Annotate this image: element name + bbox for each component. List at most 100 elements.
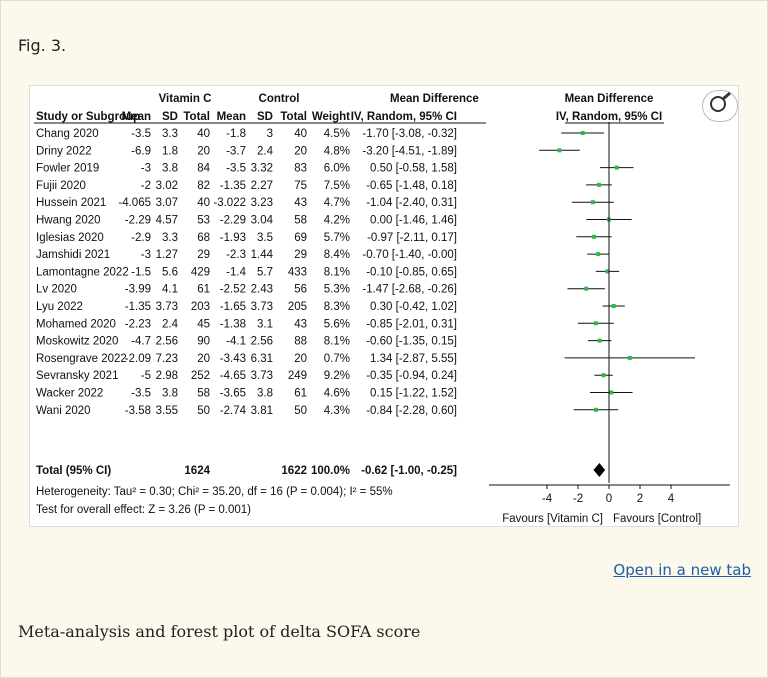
vitc-mean-cell: -4.065: [118, 197, 151, 209]
ci-text-cell: -0.35 [-0.94, 0.24]: [366, 370, 457, 382]
vitc-sd-cell: 4.1: [162, 284, 178, 296]
ci-text-cell: 1.34 [-2.87, 5.55]: [370, 353, 457, 365]
ci-text-cell: -1.47 [-2.68, -0.26]: [362, 284, 457, 296]
effect-point: [605, 269, 610, 274]
ci-text-cell: -0.10 [-0.85, 0.65]: [366, 266, 457, 278]
ci-text-cell: 0.15 [-1.22, 1.52]: [370, 388, 457, 400]
ci-text-cell: -1.04 [-2.40, 0.31]: [366, 197, 457, 209]
figure-label: Fig. 3.: [18, 36, 67, 55]
effect-point: [596, 252, 601, 257]
control-total-cell: 83: [294, 163, 307, 175]
x-tick-label: 4: [668, 493, 675, 505]
ci-text-cell: -0.85 [-2.01, 0.31]: [366, 318, 457, 330]
control-total-cell: 61: [294, 388, 307, 400]
study-name: Rosengrave 2022: [36, 353, 127, 365]
weight-cell: 4.5%: [324, 128, 350, 140]
mean-difference-plot-header: Mean Difference: [565, 93, 654, 105]
forest-plot-svg: Vitamin C Control Mean Difference Mean Diff…: [34, 93, 730, 525]
magnifier-icon: [710, 91, 731, 112]
vitc-mean-cell: -2.9: [131, 232, 151, 244]
weight-cell: 4.2%: [324, 215, 350, 227]
vitc-total-cell: 58: [197, 388, 210, 400]
heterogeneity-text: Heterogeneity: Tau² = 0.30; Chi² = 35.20…: [36, 486, 393, 498]
control-mean-cell: -1.38: [220, 318, 246, 330]
vitc-mean-cell: -3.58: [125, 405, 151, 417]
control-sd-cell: 3: [267, 128, 273, 140]
effect-point: [609, 390, 614, 395]
effect-point: [584, 286, 589, 291]
effect-point: [611, 304, 616, 308]
vitc-grand-total: 1624: [184, 465, 210, 477]
weight-cell: 5.7%: [324, 232, 350, 244]
ci-text-cell: -0.70 [-1.40, -0.00]: [362, 249, 457, 261]
zoom-button[interactable]: [702, 90, 738, 122]
ci-text-header: IV, Random, 95% CI: [351, 111, 457, 123]
control-grand-total: 1622: [281, 465, 307, 477]
vitc-sd-cell: 1.27: [156, 249, 178, 261]
weight-cell: 5.6%: [324, 318, 350, 330]
vitc-mean-cell: -3: [141, 249, 151, 261]
ci-text-cell: -0.60 [-1.35, 0.15]: [366, 336, 457, 348]
weight-cell: 8.3%: [324, 301, 350, 313]
weight-cell: 4.8%: [324, 145, 350, 157]
vitc-mean-cell: -2.09: [125, 353, 151, 365]
vitc-mean-cell: -3.5: [131, 388, 151, 400]
vitc-total-cell: 40: [197, 128, 210, 140]
weight-cell: 6.0%: [324, 163, 350, 175]
control-sd-cell: 3.73: [251, 301, 273, 313]
vitc-sd-cell: 1.8: [162, 145, 178, 157]
weight-header: Weight: [312, 111, 350, 123]
vitc-total-cell: 53: [197, 215, 210, 227]
control-total-cell: 75: [294, 180, 307, 192]
forest-plot-figure: Vitamin C Control Mean Difference Mean Diff…: [29, 85, 739, 527]
vitc-total-cell: 29: [197, 249, 210, 261]
effect-point: [557, 148, 562, 153]
control-mean-cell: -1.4: [226, 266, 246, 278]
study-name: Fowler 2019: [36, 163, 99, 175]
vitc-total-cell: 50: [197, 405, 210, 417]
control-total-cell: 433: [288, 266, 307, 278]
weight-cell: 5.3%: [324, 284, 350, 296]
vitc-total-cell: 45: [197, 318, 210, 330]
control-sd-header: SD: [257, 111, 273, 123]
control-sd-cell: 3.23: [251, 197, 273, 209]
control-sd-cell: 2.43: [251, 284, 273, 296]
figure-caption: Meta-analysis and forest plot of delta S…: [18, 622, 421, 641]
control-mean-cell: -3.65: [220, 388, 246, 400]
ci-text-cell: -0.97 [-2.11, 0.17]: [367, 232, 457, 244]
control-total-cell: 56: [294, 284, 307, 296]
control-mean-cell: -2.3: [226, 249, 246, 261]
effect-point: [597, 338, 602, 343]
study-name: Lyu 2022: [36, 301, 83, 313]
control-total-cell: 40: [294, 128, 307, 140]
vitc-sd-cell: 3.3: [162, 128, 178, 140]
effect-point: [627, 355, 632, 360]
vitc-sd-cell: 3.02: [156, 180, 178, 192]
control-sd-cell: 3.32: [251, 163, 273, 175]
vitc-sd-cell: 5.6: [162, 266, 178, 278]
control-mean-cell: -3.022: [213, 197, 246, 209]
control-total-header: Total: [280, 111, 307, 123]
vitc-total-cell: 90: [197, 336, 210, 348]
total-label: Total (95% CI): [36, 465, 111, 477]
vitc-mean-cell: -3: [141, 163, 151, 175]
control-mean-header: Mean: [217, 111, 246, 123]
study-name: Moskowitz 2020: [36, 336, 118, 348]
vitc-sd-cell: 2.56: [156, 336, 178, 348]
control-mean-cell: -1.93: [220, 232, 246, 244]
control-total-cell: 50: [294, 405, 307, 417]
mean-difference-header: Mean Difference: [390, 93, 479, 105]
vitc-sd-cell: 7.23: [156, 353, 178, 365]
vitc-sd-cell: 4.57: [156, 215, 178, 227]
open-in-new-tab-link[interactable]: Open in a new tab: [613, 561, 751, 579]
control-sd-cell: 3.73: [251, 370, 273, 382]
control-total-cell: 69: [294, 232, 307, 244]
control-total-cell: 205: [288, 301, 307, 313]
vitc-mean-cell: -2.29: [125, 215, 151, 227]
study-name: Jamshidi 2021: [36, 249, 110, 261]
study-name: Lamontagne 2022: [36, 266, 129, 278]
ci-text-cell: -0.84 [-2.28, 0.60]: [366, 405, 457, 417]
total-weight: 100.0%: [311, 465, 350, 477]
effect-point: [614, 165, 619, 170]
control-sd-cell: 3.8: [257, 388, 273, 400]
